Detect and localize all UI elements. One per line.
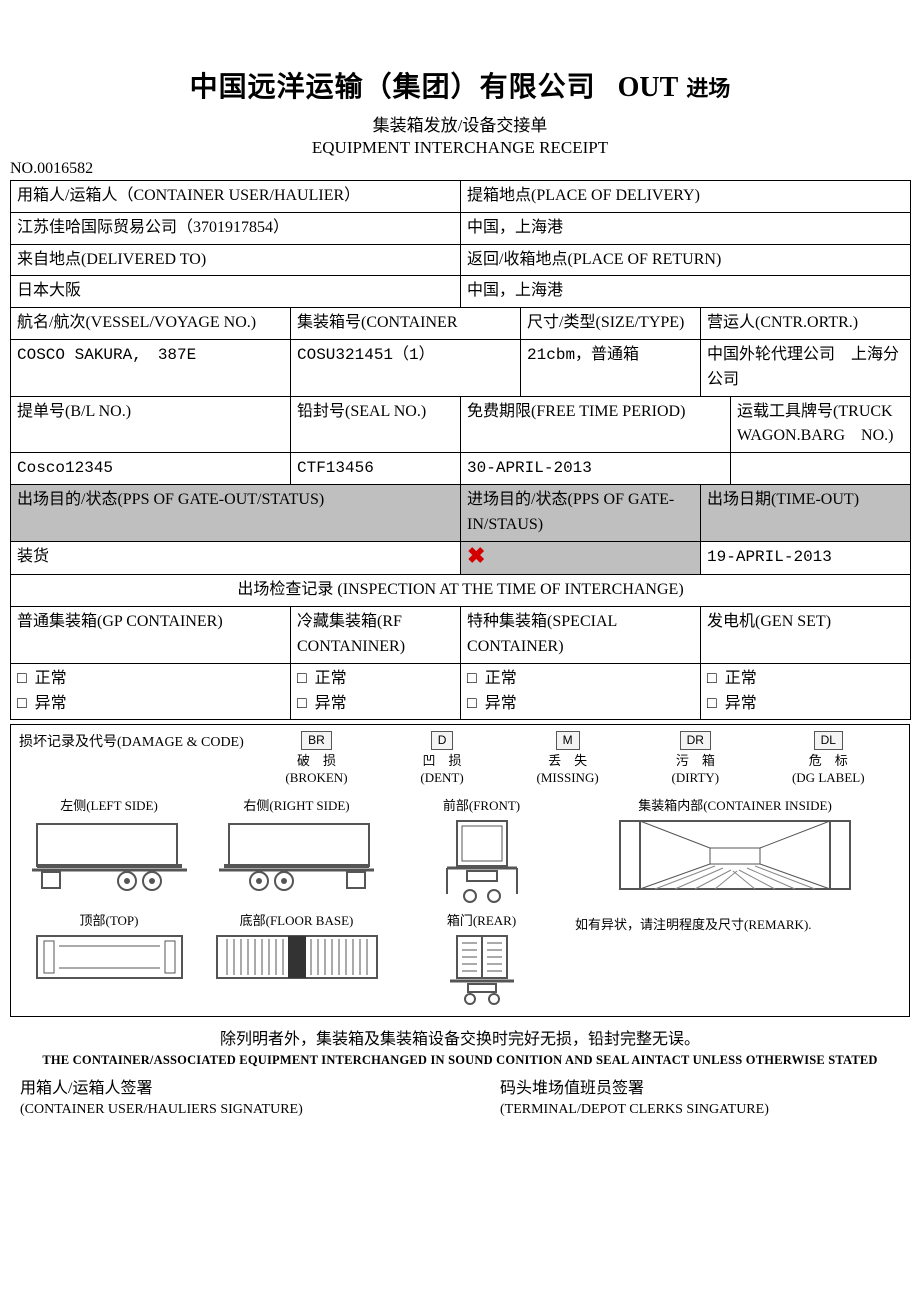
view-left-label: 左侧(LEFT SIDE) — [19, 795, 199, 814]
container-floor-icon — [212, 931, 382, 986]
value-user-haulier: 江苏佳哈国际贸易公司（3701917854） — [11, 212, 461, 244]
label-gate-in: 进场目的/状态(PPS OF GATE-IN/STAUS) — [461, 484, 701, 541]
label-inspection: 出场检查记录 (INSPECTION AT THE TIME OF INTERC… — [11, 575, 911, 607]
label-rf: 冷藏集装箱(RF CONTANINER) — [291, 607, 461, 664]
view-floor-label: 底部(FLOOR BASE) — [199, 910, 394, 929]
remark-text: 如有异状，请注明程度及尺寸(REMARK). — [569, 910, 901, 1006]
view-right-label: 右侧(RIGHT SIDE) — [199, 795, 394, 814]
trailer-front-icon — [437, 816, 527, 904]
in-tag: 进场 — [686, 76, 730, 101]
sig-user-cn: 用箱人/运箱人签署 — [10, 1074, 460, 1098]
label-size-type: 尺寸/类型(SIZE/TYPE) — [521, 308, 701, 340]
trailer-right-icon — [219, 816, 374, 894]
damage-title: 损坏记录及代号(DAMAGE & CODE) — [19, 731, 249, 751]
value-place-delivery: 中国，上海港 — [461, 212, 911, 244]
sig-clerk-cn: 码头堆场值班员签署 — [460, 1074, 910, 1098]
code-d: D — [431, 731, 454, 749]
label-vessel: 航名/航次(VESSEL/VOYAGE NO.) — [11, 308, 291, 340]
label-user-haulier: 用箱人/运箱人（CONTAINER USER/HAULIER） — [11, 181, 461, 213]
footer-en: THE CONTAINER/ASSOCIATED EQUIPMENT INTER… — [10, 1053, 910, 1068]
label-gate-out: 出场目的/状态(PPS OF GATE-OUT/STATUS) — [11, 484, 461, 541]
damage-section: 损坏记录及代号(DAMAGE & CODE) BR破 损(BROKEN) D凹 … — [10, 724, 910, 1016]
value-gate-in: ✖ — [461, 541, 701, 575]
value-bl-no: Cosco12345 — [11, 453, 291, 485]
label-container-no: 集装箱号(CONTAINER — [291, 308, 521, 340]
view-inside-label: 集装箱内部(CONTAINER INSIDE) — [569, 795, 901, 814]
value-seal-no: CTF13456 — [291, 453, 461, 485]
value-cntr-ortr: 中国外轮代理公司 上海分公司 — [701, 339, 911, 396]
label-seal-no: 铅封号(SEAL NO.) — [291, 396, 461, 453]
label-special: 特种集装箱(SPECIAL CONTAINER) — [461, 607, 701, 664]
value-size-type: 21cbm，普通箱 — [521, 339, 701, 396]
x-mark-icon: ✖ — [467, 543, 485, 568]
value-free-time: 30-APRIL-2013 — [461, 453, 731, 485]
value-container-no: COSU321451（1） — [291, 339, 521, 396]
chk-gs-normal[interactable]: 正常 — [707, 667, 894, 692]
value-place-return: 中国，上海港 — [461, 276, 911, 308]
label-gp: 普通集装箱(GP CONTAINER) — [11, 607, 291, 664]
receipt-table: 用箱人/运箱人（CONTAINER USER/HAULIER） 提箱地点(PLA… — [10, 180, 911, 720]
value-delivered-to: 日本大阪 — [11, 276, 461, 308]
document-number: NO.0016582 — [10, 160, 910, 178]
sig-user-en: (CONTAINER USER/HAULIERS SIGNATURE) — [10, 1102, 460, 1118]
chk-gs-abnormal[interactable]: 异常 — [707, 692, 894, 717]
trailer-left-icon — [32, 816, 187, 894]
code-dr: DR — [680, 731, 711, 749]
label-bl-no: 提单号(B/L NO.) — [11, 396, 291, 453]
chk-gp-normal[interactable]: 正常 — [17, 667, 274, 692]
label-free-time: 免费期限(FREE TIME PERIOD) — [461, 396, 731, 453]
gp-options: 正常 异常 — [11, 663, 291, 720]
chk-sp-abnormal[interactable]: 异常 — [467, 692, 684, 717]
subtitle-en: EQUIPMENT INTERCHANGE RECEIPT — [10, 138, 910, 158]
view-front-label: 前部(FRONT) — [394, 795, 569, 814]
chk-rf-normal[interactable]: 正常 — [297, 667, 444, 692]
label-place-delivery: 提箱地点(PLACE OF DELIVERY) — [461, 181, 911, 213]
chk-gp-abnormal[interactable]: 异常 — [17, 692, 274, 717]
chk-rf-abnormal[interactable]: 异常 — [297, 692, 444, 717]
code-m: M — [556, 731, 580, 749]
value-time-out: 19-APRIL-2013 — [701, 541, 911, 575]
company-name: 中国远洋运输（集团）有限公司 — [190, 72, 596, 103]
value-gate-out: 装货 — [11, 541, 461, 575]
subtitle-cn: 集装箱发放/设备交接单 — [10, 111, 910, 136]
view-rear-label: 箱门(REAR) — [394, 910, 569, 929]
rf-options: 正常 异常 — [291, 663, 461, 720]
value-truck-no — [731, 453, 911, 485]
footer-cn: 除列明者外，集装箱及集装箱设备交换时完好无损，铅封完整无误。 — [10, 1025, 910, 1049]
label-genset: 发电机(GEN SET) — [701, 607, 911, 664]
label-time-out: 出场日期(TIME-OUT) — [701, 484, 911, 541]
container-inside-icon — [615, 816, 855, 896]
damage-codes: BR破 损(BROKEN) D凹 损(DENT) M丢 失(MISSING) D… — [249, 731, 901, 786]
out-tag: OUT — [618, 72, 679, 103]
genset-options: 正常 异常 — [701, 663, 911, 720]
view-top-label: 顶部(TOP) — [19, 910, 199, 929]
label-delivered-to: 来自地点(DELIVERED TO) — [11, 244, 461, 276]
chk-sp-normal[interactable]: 正常 — [467, 667, 684, 692]
value-vessel: COSCO SAKURA, 387E — [11, 339, 291, 396]
sig-clerk-en: (TERMINAL/DEPOT CLERKS SINGATURE) — [460, 1102, 910, 1118]
label-place-return: 返回/收箱地点(PLACE OF RETURN) — [461, 244, 911, 276]
container-rear-icon — [442, 931, 522, 1006]
label-cntr-ortr: 营运人(CNTR.ORTR.) — [701, 308, 911, 340]
special-options: 正常 异常 — [461, 663, 701, 720]
code-dl: DL — [814, 731, 843, 749]
label-truck-no: 运载工具牌号(TRUCK WAGON.BARG NO.) — [731, 396, 911, 453]
container-top-icon — [32, 931, 187, 986]
code-br: BR — [301, 731, 332, 749]
